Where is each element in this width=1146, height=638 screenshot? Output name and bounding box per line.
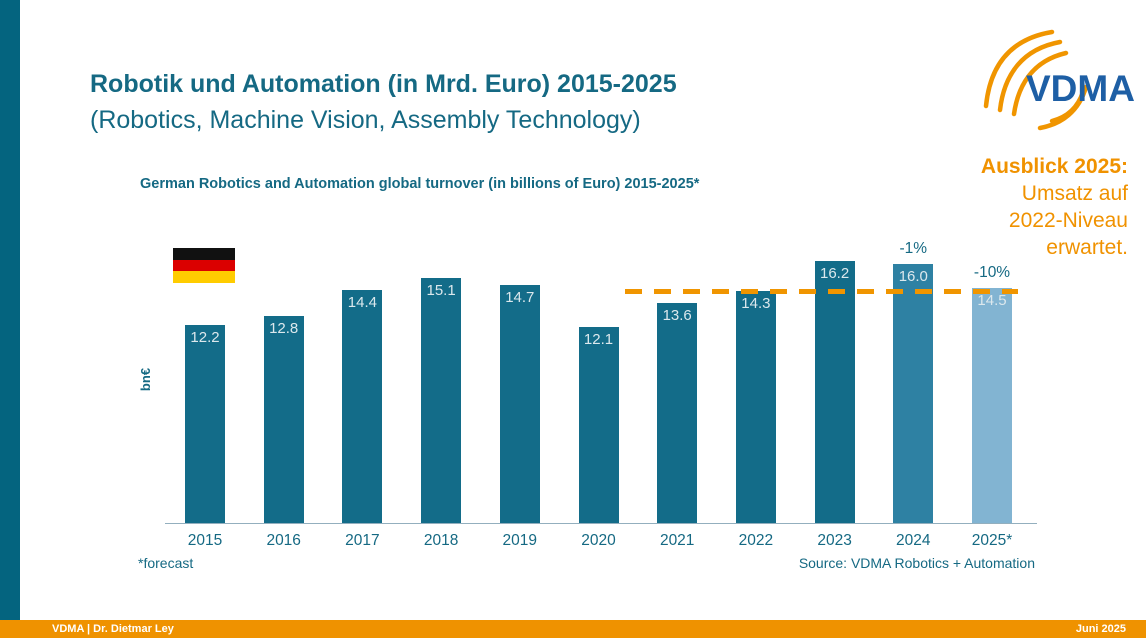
x-axis-label: 2022 (738, 532, 774, 549)
germany-flag-icon (173, 248, 235, 284)
x-axis-label: 2019 (502, 532, 538, 549)
pct-change-label: -10% (973, 264, 1011, 281)
logo-arcs-icon (983, 29, 1089, 131)
footer-bar: VDMA | Dr. Dietmar Ley Juni 2025 (0, 620, 1146, 638)
logo-text: VDMA (1026, 68, 1135, 109)
bar-value-label: 15.1 (426, 282, 456, 299)
footer-author: VDMA | Dr. Dietmar Ley (52, 623, 174, 635)
x-axis-label: 2021 (659, 532, 695, 549)
y-axis-label: bn€ (138, 367, 154, 392)
bar-2016: 12.8 2016 (263, 316, 304, 549)
bar-value-label: 16.2 (819, 265, 850, 282)
x-axis-label: 2018 (423, 532, 459, 549)
bar-2021: 13.6 2021 (657, 303, 698, 549)
bar-2020: 12.1 2020 (578, 327, 619, 549)
chart-title: German Robotics and Automation global tu… (140, 176, 700, 192)
footer-date: Juni 2025 (1075, 623, 1126, 635)
bar-value-label: 14.3 (741, 295, 771, 312)
x-axis-label: 2020 (581, 532, 616, 549)
bar-chart: 12.2 2015 12.8 2016 14.4 2017 15.1 2018 14.7 2019… (165, 228, 1037, 549)
bar-2024: 16.0 2024 -1% (893, 240, 934, 549)
bar-value-label: 14.7 (505, 289, 535, 306)
x-axis-label: 2016 (266, 532, 301, 549)
bar-2025*: 14.5 2025* -10% (972, 264, 1013, 549)
outlook-heading: Ausblick 2025: (980, 155, 1128, 178)
bar-2023: 16.2 2023 (814, 261, 855, 549)
left-accent-bar (0, 0, 20, 620)
slide-title-line1: Robotik und Automation (in Mrd. Euro) 20… (90, 70, 677, 98)
source-note: Source: VDMA Robotics + Automation (798, 555, 1035, 571)
bar-2015: 12.2 2015 (185, 325, 225, 549)
outlook-line-3: erwartet. (1046, 236, 1128, 259)
x-axis-label: 2024 (896, 532, 931, 549)
reference-line (625, 288, 1018, 294)
x-axis-label: 2023 (817, 532, 852, 549)
bar-value-label: 16.0 (898, 268, 928, 285)
bar-value-label: 13.6 (662, 307, 692, 324)
bar-2018: 15.1 2018 (421, 278, 462, 549)
outlook-line-1: Umsatz auf (1021, 182, 1128, 205)
bar-2019: 14.7 2019 (499, 285, 540, 549)
outlook-line-2: 2022-Niveau (1008, 209, 1128, 232)
bar-value-label: 12.1 (583, 331, 614, 348)
outlook-text: Ausblick 2025: Umsatz auf 2022-Niveau er… (898, 153, 1128, 261)
x-axis-label: 2015 (187, 532, 223, 549)
vdma-logo: VDMA (983, 29, 1135, 131)
x-axis-label: 2017 (345, 532, 380, 549)
bar-value-label: 12.8 (269, 320, 299, 337)
bar-2022: 14.3 2022 (735, 291, 776, 549)
bar-2017: 14.4 2017 (342, 290, 383, 549)
x-axis-label: 2025* (971, 532, 1013, 549)
pct-change-label: -1% (899, 240, 928, 257)
bar-value-label: 14.5 (977, 292, 1007, 309)
slide-title-line2: (Robotics, Machine Vision, Assembly Tech… (90, 106, 641, 134)
bar-value-label: 14.4 (347, 294, 377, 311)
bar-value-label: 12.2 (190, 329, 220, 346)
forecast-footnote: *forecast (138, 555, 194, 571)
